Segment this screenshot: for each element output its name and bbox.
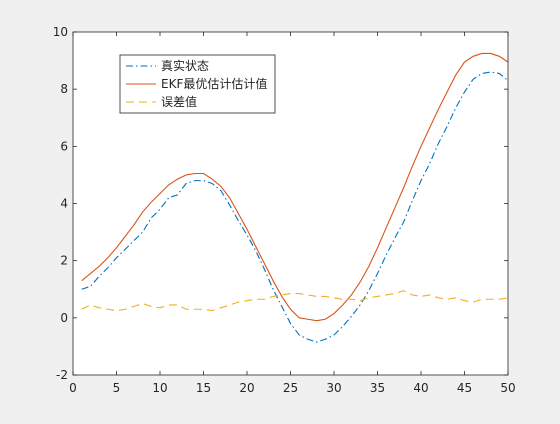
x-tick-label: 35 [370,381,385,395]
y-tick-label: 10 [53,25,68,39]
x-tick-label: 30 [326,381,341,395]
y-tick-label: 6 [60,139,68,153]
y-tick-label: 8 [60,82,68,96]
x-tick-label: 45 [457,381,472,395]
x-tick-label: 0 [69,381,77,395]
x-tick-label: 20 [239,381,254,395]
legend-label-2: EKF最优估计估计值 [161,76,267,91]
series-line-2 [81,52,509,322]
legend-label-1: 真实状态 [161,58,209,73]
series-line-1 [81,71,509,343]
series-line-3 [81,290,509,312]
x-tick-label: 25 [283,381,298,395]
x-tick-label: 15 [196,381,211,395]
y-tick-label: -2 [56,368,68,382]
y-tick-label: 0 [60,311,68,325]
x-tick-label: 5 [113,381,121,395]
series-layer [81,52,509,343]
x-tick-label: 10 [152,381,167,395]
legend-label-3: 误差值 [161,94,197,109]
x-tick-label: 50 [500,381,515,395]
y-tick-label: 2 [60,254,68,268]
x-tick-label: 40 [413,381,428,395]
y-tick-label: 4 [60,197,68,211]
